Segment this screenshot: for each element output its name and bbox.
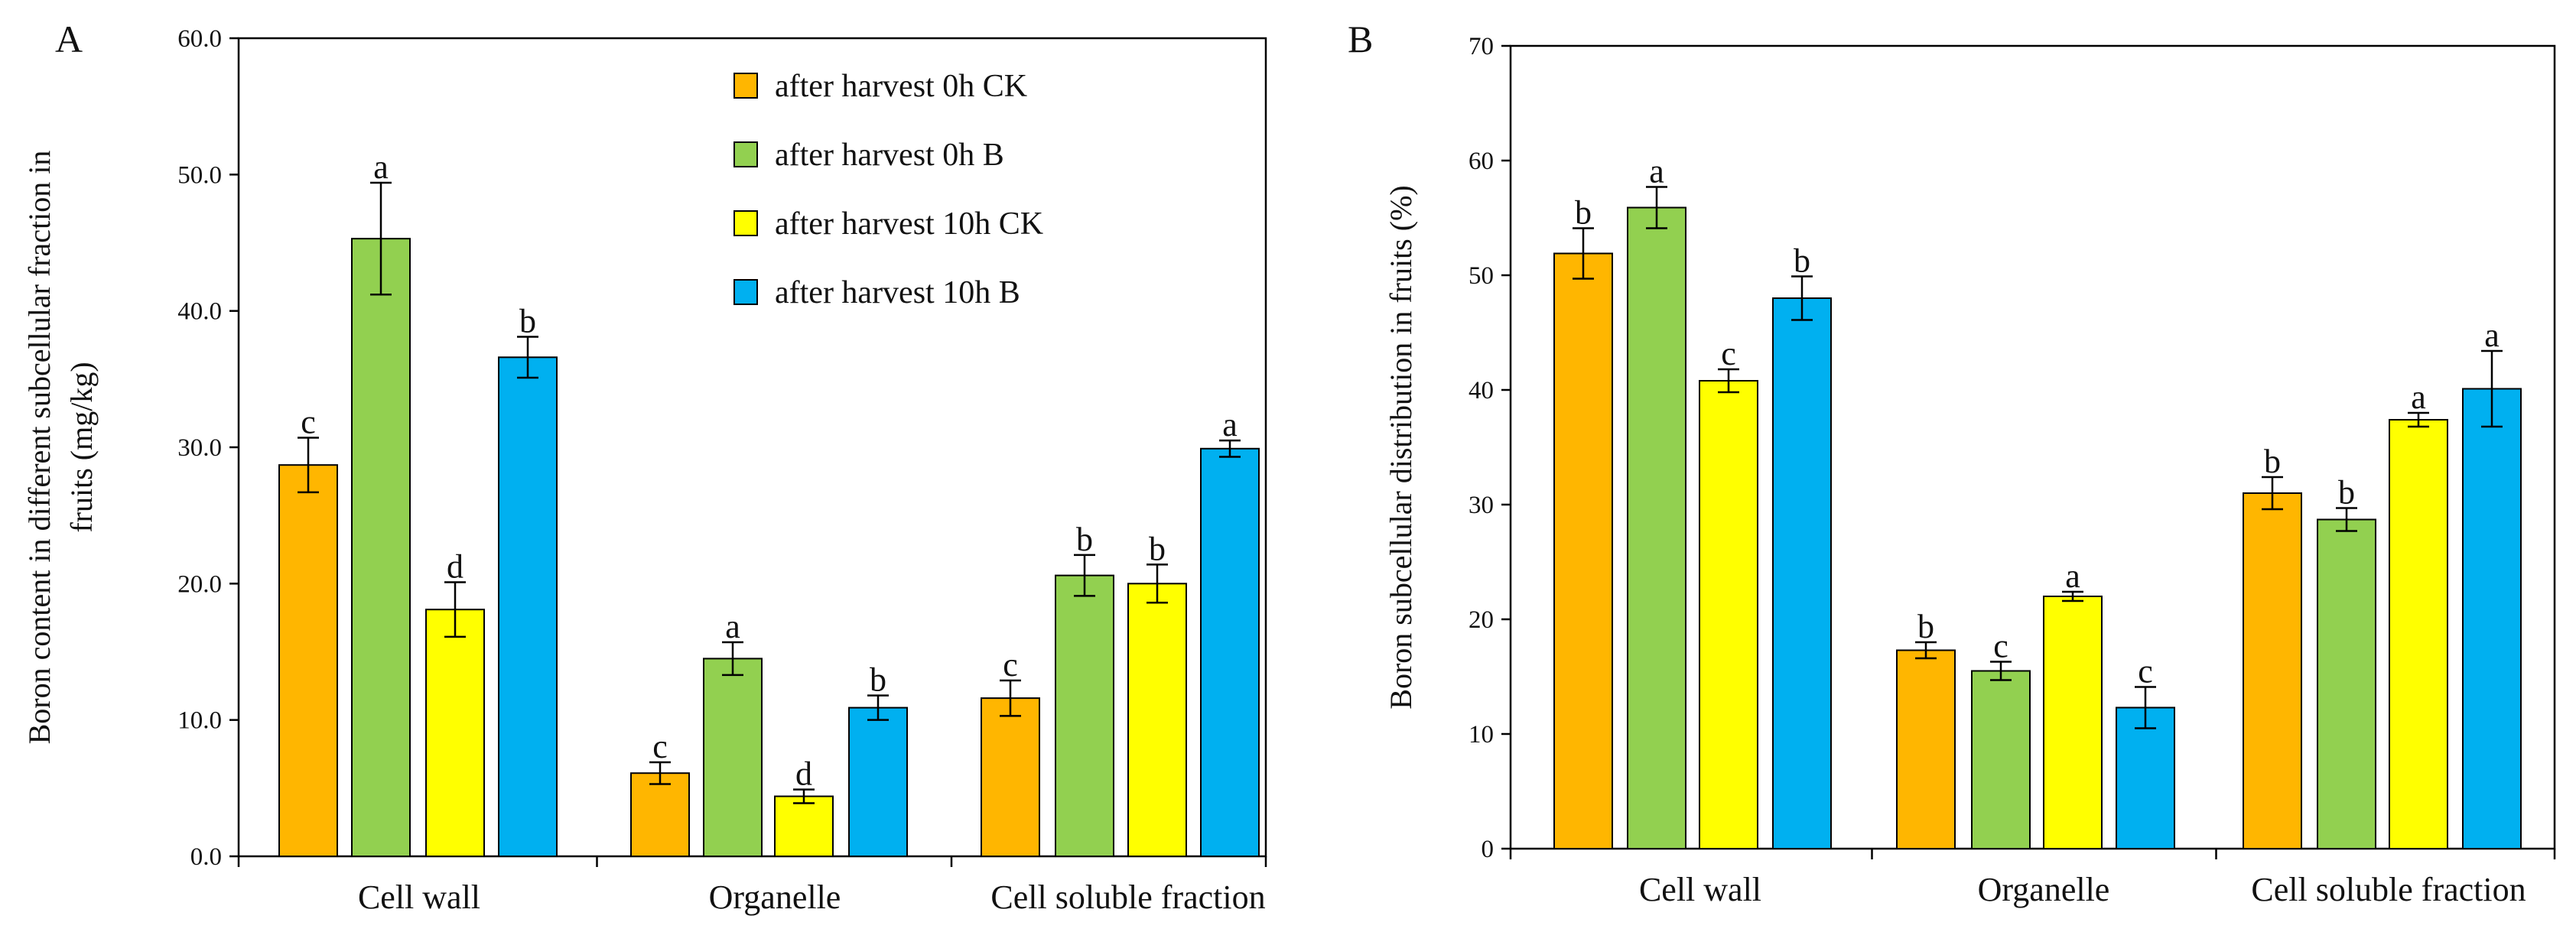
significance-letter: b (1575, 194, 1592, 232)
bar (981, 697, 1040, 858)
significance-letter: a (2065, 557, 2080, 595)
significance-letter: c (1721, 335, 1736, 372)
significance-letter: b (1149, 530, 1166, 567)
panel-b: B 0 10 20 30 40 50 60 70 Cell wall Organelle Cell s… (1348, 18, 2556, 908)
bar (1896, 649, 1956, 849)
category-label: Organelle (709, 878, 841, 916)
y-axis-title: Boron content in different subcellular f… (22, 151, 57, 745)
legend-swatch (733, 279, 758, 305)
significance-letter: b (2338, 474, 2355, 511)
bar (703, 658, 763, 858)
bar (2243, 492, 2302, 849)
significance-letter: b (1076, 521, 1093, 558)
y-tick-label: 50.0 (177, 161, 222, 189)
category-label: Cell soluble fraction (2251, 871, 2526, 908)
significance-letter: a (2411, 378, 2426, 416)
category-label: Cell soluble fraction (990, 878, 1265, 916)
y-tick-label: 60 (1469, 148, 1494, 175)
legend-swatch (733, 210, 758, 236)
bar (2462, 388, 2522, 849)
bar (1055, 574, 1114, 858)
panel-letter: A (55, 18, 83, 60)
significance-letter: c (1993, 628, 2008, 665)
significance-letter: c (1003, 646, 1018, 684)
y-tick-label: 40.0 (177, 298, 222, 326)
bar (2043, 596, 2103, 849)
significance-letter: a (1222, 406, 1238, 443)
bar (2389, 419, 2448, 849)
bar (351, 238, 411, 857)
significance-letter: c (301, 404, 316, 441)
bar (1627, 206, 1686, 849)
y-tick-label: 60.0 (177, 25, 222, 53)
legend-swatch (733, 141, 758, 167)
significance-letter: a (373, 148, 389, 186)
legend-swatch (733, 73, 758, 99)
y-tick-label: 10 (1469, 721, 1494, 749)
significance-letter: b (870, 661, 886, 699)
bar (1127, 583, 1187, 857)
bar (848, 706, 908, 857)
bar (1699, 380, 1758, 849)
significance-letter: b (2264, 443, 2281, 480)
bar (630, 772, 690, 858)
significance-letter: a (725, 608, 740, 645)
y-tick-label: 10.0 (177, 707, 222, 735)
legend-label: after harvest 0h B (775, 138, 1004, 173)
significance-letter: d (795, 755, 812, 793)
panel-letter: B (1348, 18, 1373, 60)
bar (2116, 706, 2175, 849)
category-label: Organelle (1978, 871, 2110, 908)
category-label: Cell wall (358, 878, 480, 916)
bar (498, 356, 558, 857)
legend-label: after harvest 0h CK (775, 69, 1027, 104)
bar (1553, 252, 1613, 849)
y-tick-label: 30 (1469, 492, 1494, 519)
y-tick-label: 50 (1469, 262, 1494, 290)
significance-letter: c (2138, 653, 2153, 690)
y-tick-label: 70 (1469, 33, 1494, 60)
bar (1772, 297, 1832, 849)
bar (425, 609, 485, 857)
y-axis-title: fruits (mg/kg) (64, 362, 99, 532)
significance-letter: b (1917, 608, 1934, 645)
bar (1971, 670, 2031, 849)
bar (2317, 518, 2376, 849)
category-label: Cell wall (1639, 871, 1761, 908)
significance-letter: a (1649, 153, 1664, 190)
significance-letter: b (1794, 242, 1810, 280)
significance-letter: b (519, 303, 536, 340)
bar (1200, 447, 1260, 857)
plot-frame (1509, 44, 2556, 850)
legend: after harvest 0h CK after harvest 0h B aft… (733, 69, 1043, 310)
significance-letter: c (652, 728, 668, 765)
significance-letter: d (447, 548, 463, 586)
y-tick-label: 20.0 (177, 570, 222, 598)
significance-letter: a (2484, 317, 2500, 354)
y-tick-label: 30.0 (177, 434, 222, 462)
y-tick-label: 20 (1469, 606, 1494, 634)
panel-a: A 0.0 10.0 20.0 30.0 40.0 50.0 60.0 Cell wall Org… (22, 18, 1267, 916)
y-tick-label: 40 (1469, 377, 1494, 404)
legend-label: after harvest 10h CK (775, 206, 1043, 242)
legend-label: after harvest 10h B (775, 275, 1020, 310)
y-tick-label: 0 (1482, 836, 1495, 863)
bar (278, 464, 338, 858)
bar (774, 795, 834, 857)
y-tick-label: 0.0 (190, 843, 222, 871)
y-axis-title: Boron subcellular distribution in fruits… (1384, 185, 1418, 709)
